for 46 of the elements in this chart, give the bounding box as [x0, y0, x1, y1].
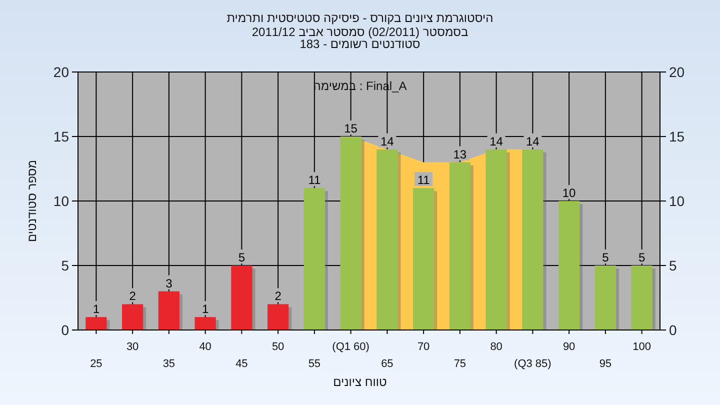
data-label: 5 — [602, 250, 610, 264]
data-label: 14 — [490, 134, 504, 148]
chart-title: היסטוגרמת ציונים בקורס - פיסיקה סטטיסטית ותרמית — [226, 11, 494, 25]
y2-tick-label: 20 — [669, 64, 685, 80]
x-tick-label: 100 — [632, 341, 651, 353]
data-label: 5 — [638, 250, 646, 264]
x-tick-label: 75 — [454, 358, 466, 370]
x-tick-label: 65 — [381, 358, 394, 370]
x-tick-label: 90 — [562, 341, 576, 353]
data-label: 13 — [453, 147, 467, 162]
x-tick-label: 50 — [272, 341, 284, 353]
data-label: 11 — [308, 173, 321, 188]
data-label: 2 — [274, 289, 282, 304]
x-tick-label: 35 — [162, 358, 176, 370]
y2-tick-label: 5 — [669, 258, 677, 274]
chart-subtitle: בסמסטר (02/2011) סמסטר אביב 2011/12 סטודנטים רשומים - 183 — [252, 25, 468, 51]
x-tick-label: 30 — [126, 341, 139, 353]
y-tick-label: 10 — [53, 193, 70, 209]
x-axis-title: טווח ציונים — [333, 375, 388, 389]
x-tick-label: 25 — [90, 358, 102, 370]
x-tick-label: 40 — [199, 341, 212, 353]
data-label: 5 — [238, 250, 246, 264]
y-tick-label: 0 — [61, 322, 70, 338]
x-tick-label: 80 — [490, 341, 502, 353]
data-label: 1 — [92, 302, 100, 316]
x-tick-label: 95 — [599, 358, 612, 370]
x-tick-label: (Q1 60) — [332, 341, 370, 353]
data-label: 15 — [344, 122, 358, 136]
x-tick-label: 45 — [236, 358, 248, 370]
y-axis-title: מספר סטודנטים — [25, 160, 39, 242]
y2-tick-label: 15 — [669, 128, 685, 144]
x-tick-label: 70 — [417, 341, 430, 353]
y2-tick-label: 0 — [669, 322, 677, 338]
data-label: 1 — [202, 302, 209, 316]
data-label: 10 — [562, 186, 576, 200]
data-label: 14 — [526, 134, 540, 148]
x-tick-label: 55 — [308, 358, 321, 370]
data-label: 2 — [129, 289, 136, 304]
data-label: 3 — [166, 276, 173, 290]
data-label: 11 — [417, 173, 430, 188]
y-tick-label: 15 — [53, 128, 70, 144]
y2-tick-label: 10 — [669, 193, 685, 209]
x-tick-label: (Q3 85) — [514, 358, 552, 370]
data-label: 14 — [380, 134, 394, 148]
y-tick-label: 5 — [61, 258, 70, 274]
y-tick-label: 20 — [53, 64, 70, 80]
